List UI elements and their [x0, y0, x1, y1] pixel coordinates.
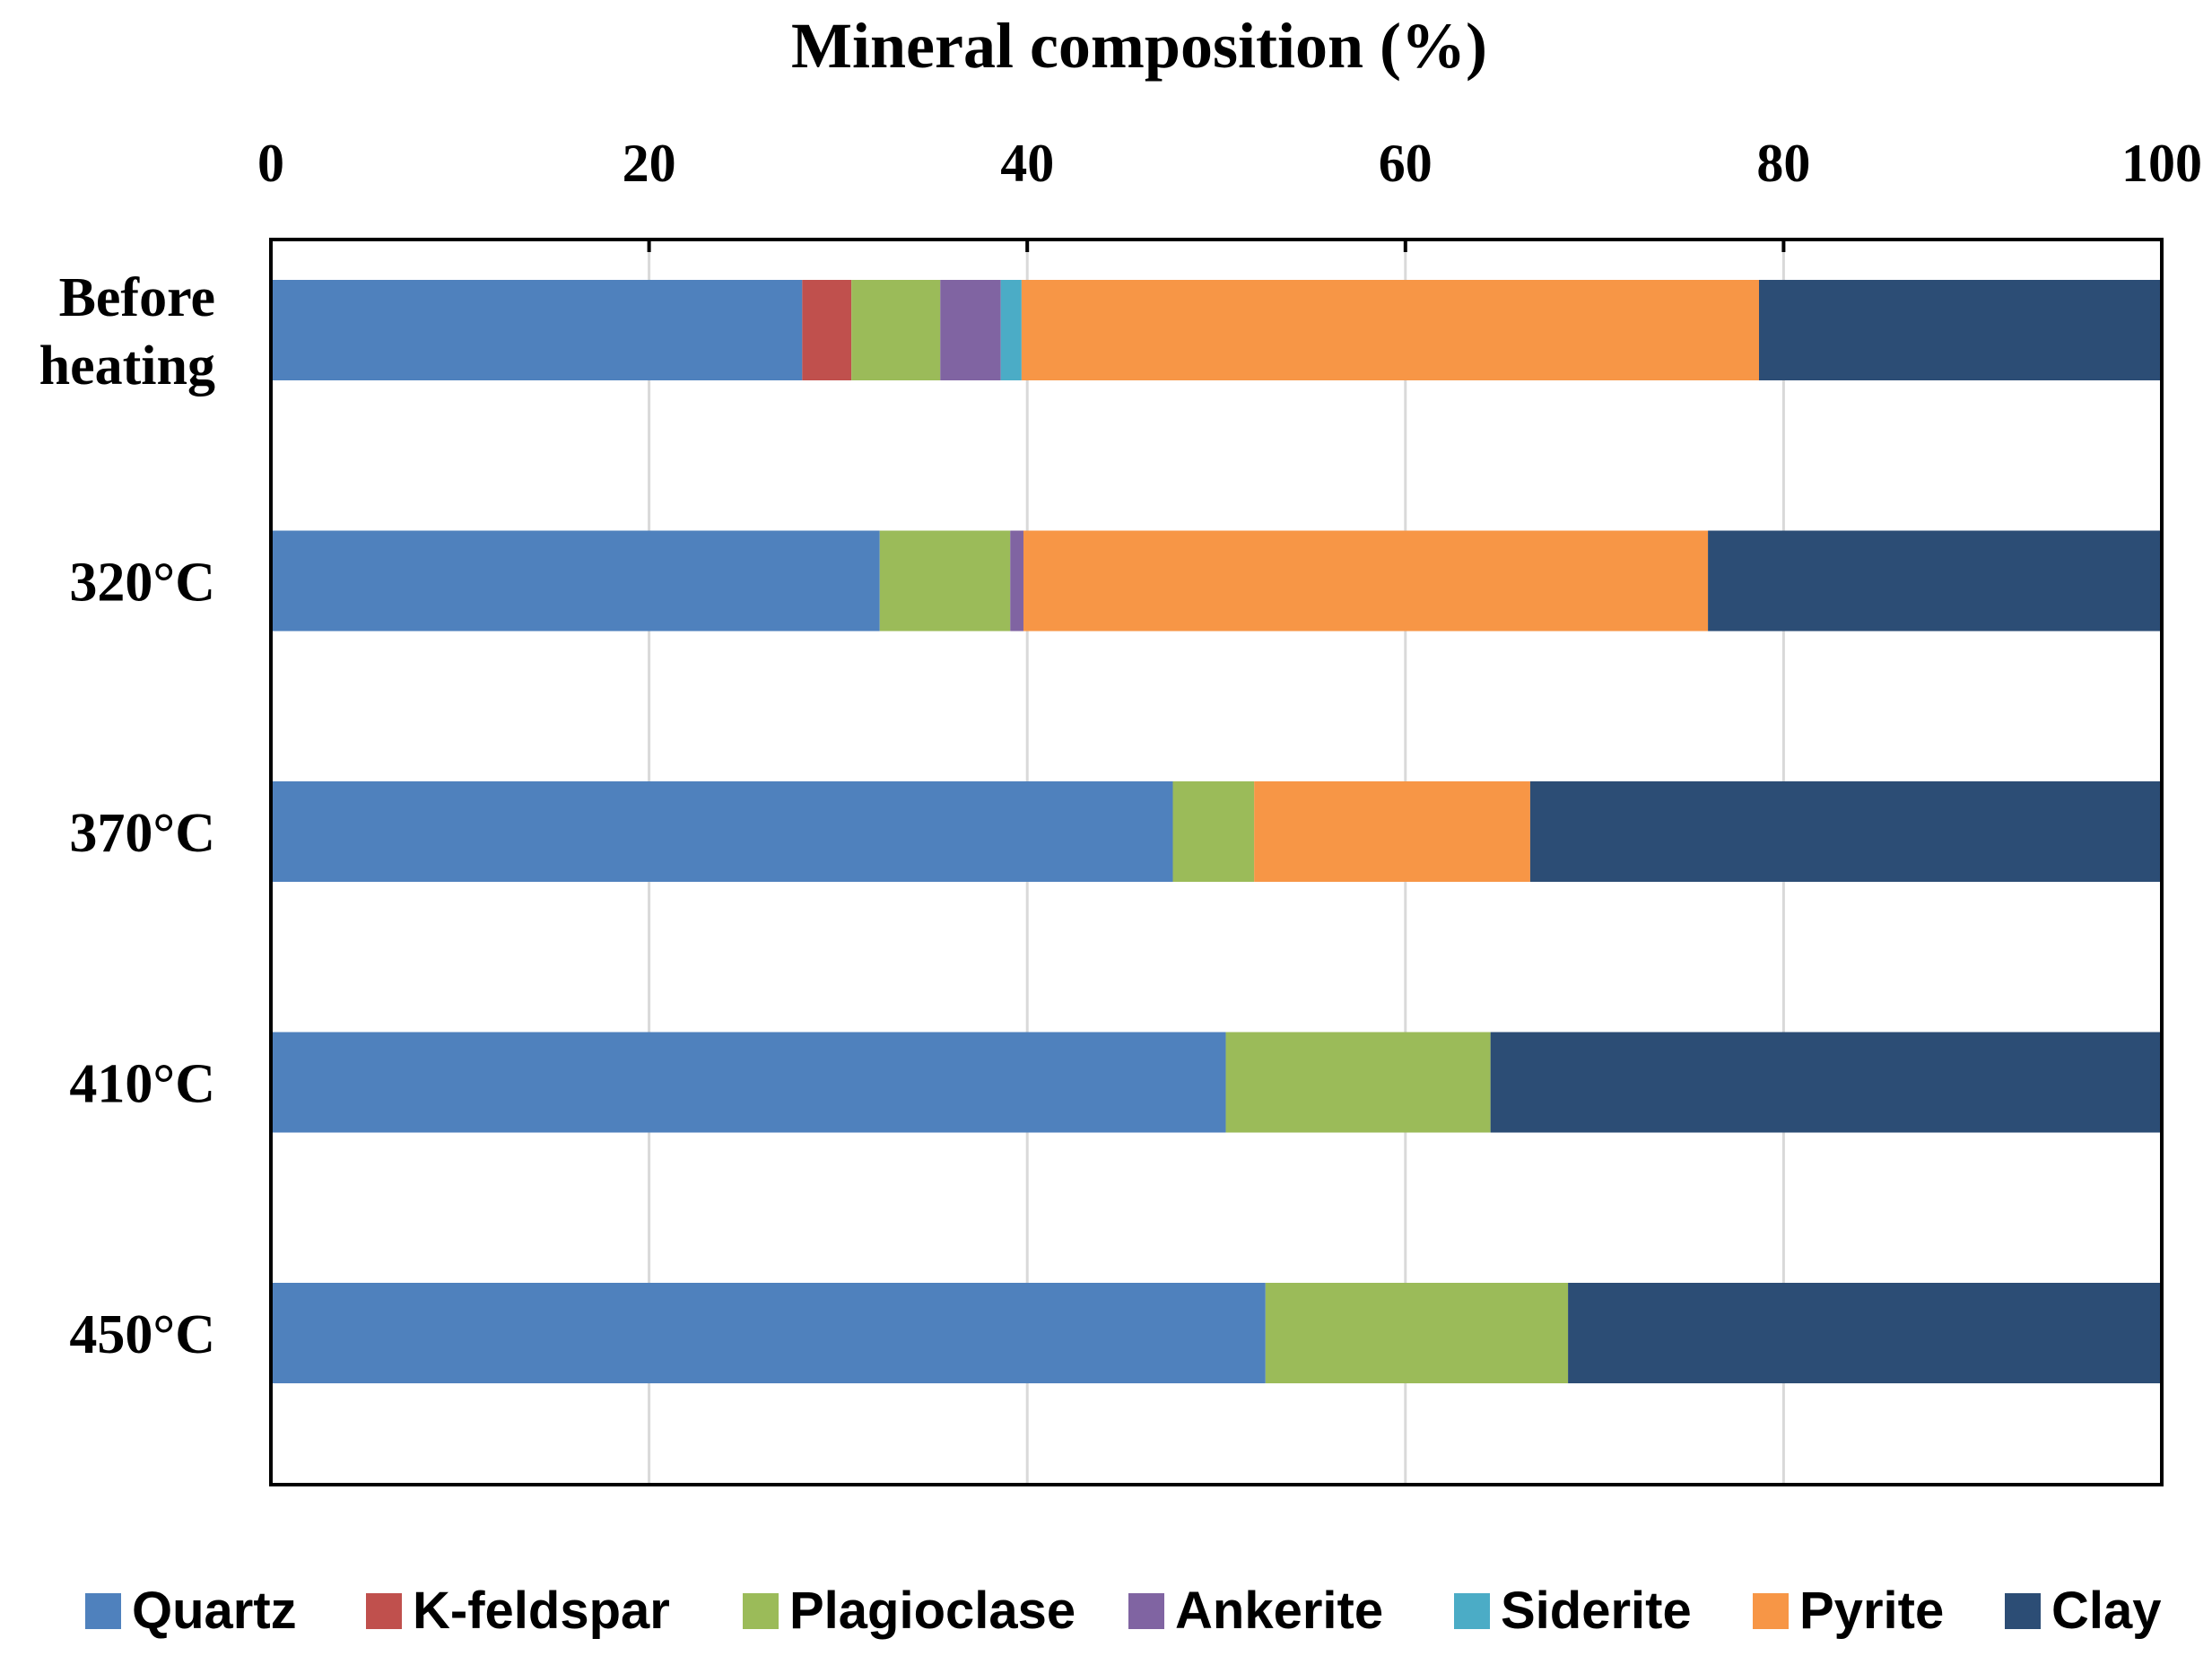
- legend-swatch: [2005, 1593, 2041, 1629]
- bar-ankerite-0: [940, 280, 1001, 380]
- x-tick-label: 0: [257, 134, 284, 193]
- category-label: 370°C: [69, 803, 215, 864]
- bar-pyrite-1: [1023, 530, 1709, 632]
- legend-label: Clay: [2051, 1582, 2162, 1640]
- bar-siderite-0: [1000, 280, 1022, 380]
- legend-swatch: [1128, 1593, 1164, 1629]
- legend-item-clay: Clay: [2005, 1582, 2162, 1640]
- bar-plagioclase-4: [1265, 1283, 1569, 1383]
- legend-swatch: [743, 1593, 779, 1629]
- chart-title: Mineral composition (%): [791, 10, 1487, 82]
- x-axis-ticks: 0 20 40 60 80 100: [257, 134, 2202, 252]
- legend: Quartz K-feldspar Plagioclase Ankerite Sider…: [85, 1582, 2162, 1640]
- legend-label: Quartz: [132, 1582, 297, 1640]
- legend-item-pyrite: Pyrite: [1753, 1582, 1944, 1640]
- bar-quartz-4: [271, 1283, 1266, 1383]
- legend-item-siderite: Siderite: [1454, 1582, 1692, 1640]
- legend-item-k-feldspar: K-feldspar: [366, 1582, 670, 1640]
- category-label: 410°C: [69, 1054, 215, 1115]
- bar-quartz-1: [271, 530, 880, 632]
- x-tick-label: 20: [623, 134, 676, 193]
- category-label: Before: [59, 267, 215, 328]
- legend-label: Plagioclase: [789, 1582, 1076, 1640]
- legend-item-quartz: Quartz: [85, 1582, 297, 1640]
- x-tick-label: 100: [2121, 134, 2202, 193]
- bar-clay-3: [1490, 1032, 2162, 1133]
- bar-plagioclase-0: [851, 280, 941, 380]
- bar-clay-2: [1529, 781, 2162, 882]
- legend-label: Pyrite: [1799, 1582, 1944, 1640]
- bar-ankerite-1: [1010, 530, 1023, 632]
- bar-pyrite-0: [1021, 280, 1759, 380]
- legend-label: Ankerite: [1175, 1582, 1383, 1640]
- x-tick-label: 80: [1756, 134, 1810, 193]
- bar-quartz-0: [271, 280, 803, 380]
- bar-clay-4: [1568, 1283, 2162, 1383]
- bar-series: [271, 280, 2162, 1383]
- legend-swatch: [1753, 1593, 1789, 1629]
- plot-area-frame: [269, 238, 2164, 1486]
- category-labels: Before heating 320°C 370°C 410°C 450°C: [39, 267, 215, 1365]
- bar-quartz-2: [271, 781, 1173, 882]
- bar-clay-1: [1708, 530, 2162, 632]
- category-label: 320°C: [69, 553, 215, 614]
- legend-label: Siderite: [1501, 1582, 1692, 1640]
- legend-label: K-feldspar: [413, 1582, 670, 1640]
- legend-item-ankerite: Ankerite: [1128, 1582, 1383, 1640]
- bar-plagioclase-2: [1172, 781, 1255, 882]
- category-label: 450°C: [69, 1304, 215, 1365]
- legend-swatch: [366, 1593, 402, 1629]
- x-tick-label: 60: [1379, 134, 1433, 193]
- bar-quartz-3: [271, 1032, 1226, 1133]
- legend-swatch: [85, 1593, 121, 1629]
- x-tick-label: 40: [1000, 134, 1054, 193]
- legend-item-plagioclase: Plagioclase: [743, 1582, 1076, 1640]
- bar-pyrite-2: [1254, 781, 1530, 882]
- bar-plagioclase-3: [1225, 1032, 1491, 1133]
- bar-clay-0: [1758, 280, 2162, 380]
- category-label: heating: [39, 336, 215, 397]
- legend-swatch: [1454, 1593, 1490, 1629]
- bar-plagioclase-1: [879, 530, 1011, 632]
- bar-k-feldspar-0: [802, 280, 852, 380]
